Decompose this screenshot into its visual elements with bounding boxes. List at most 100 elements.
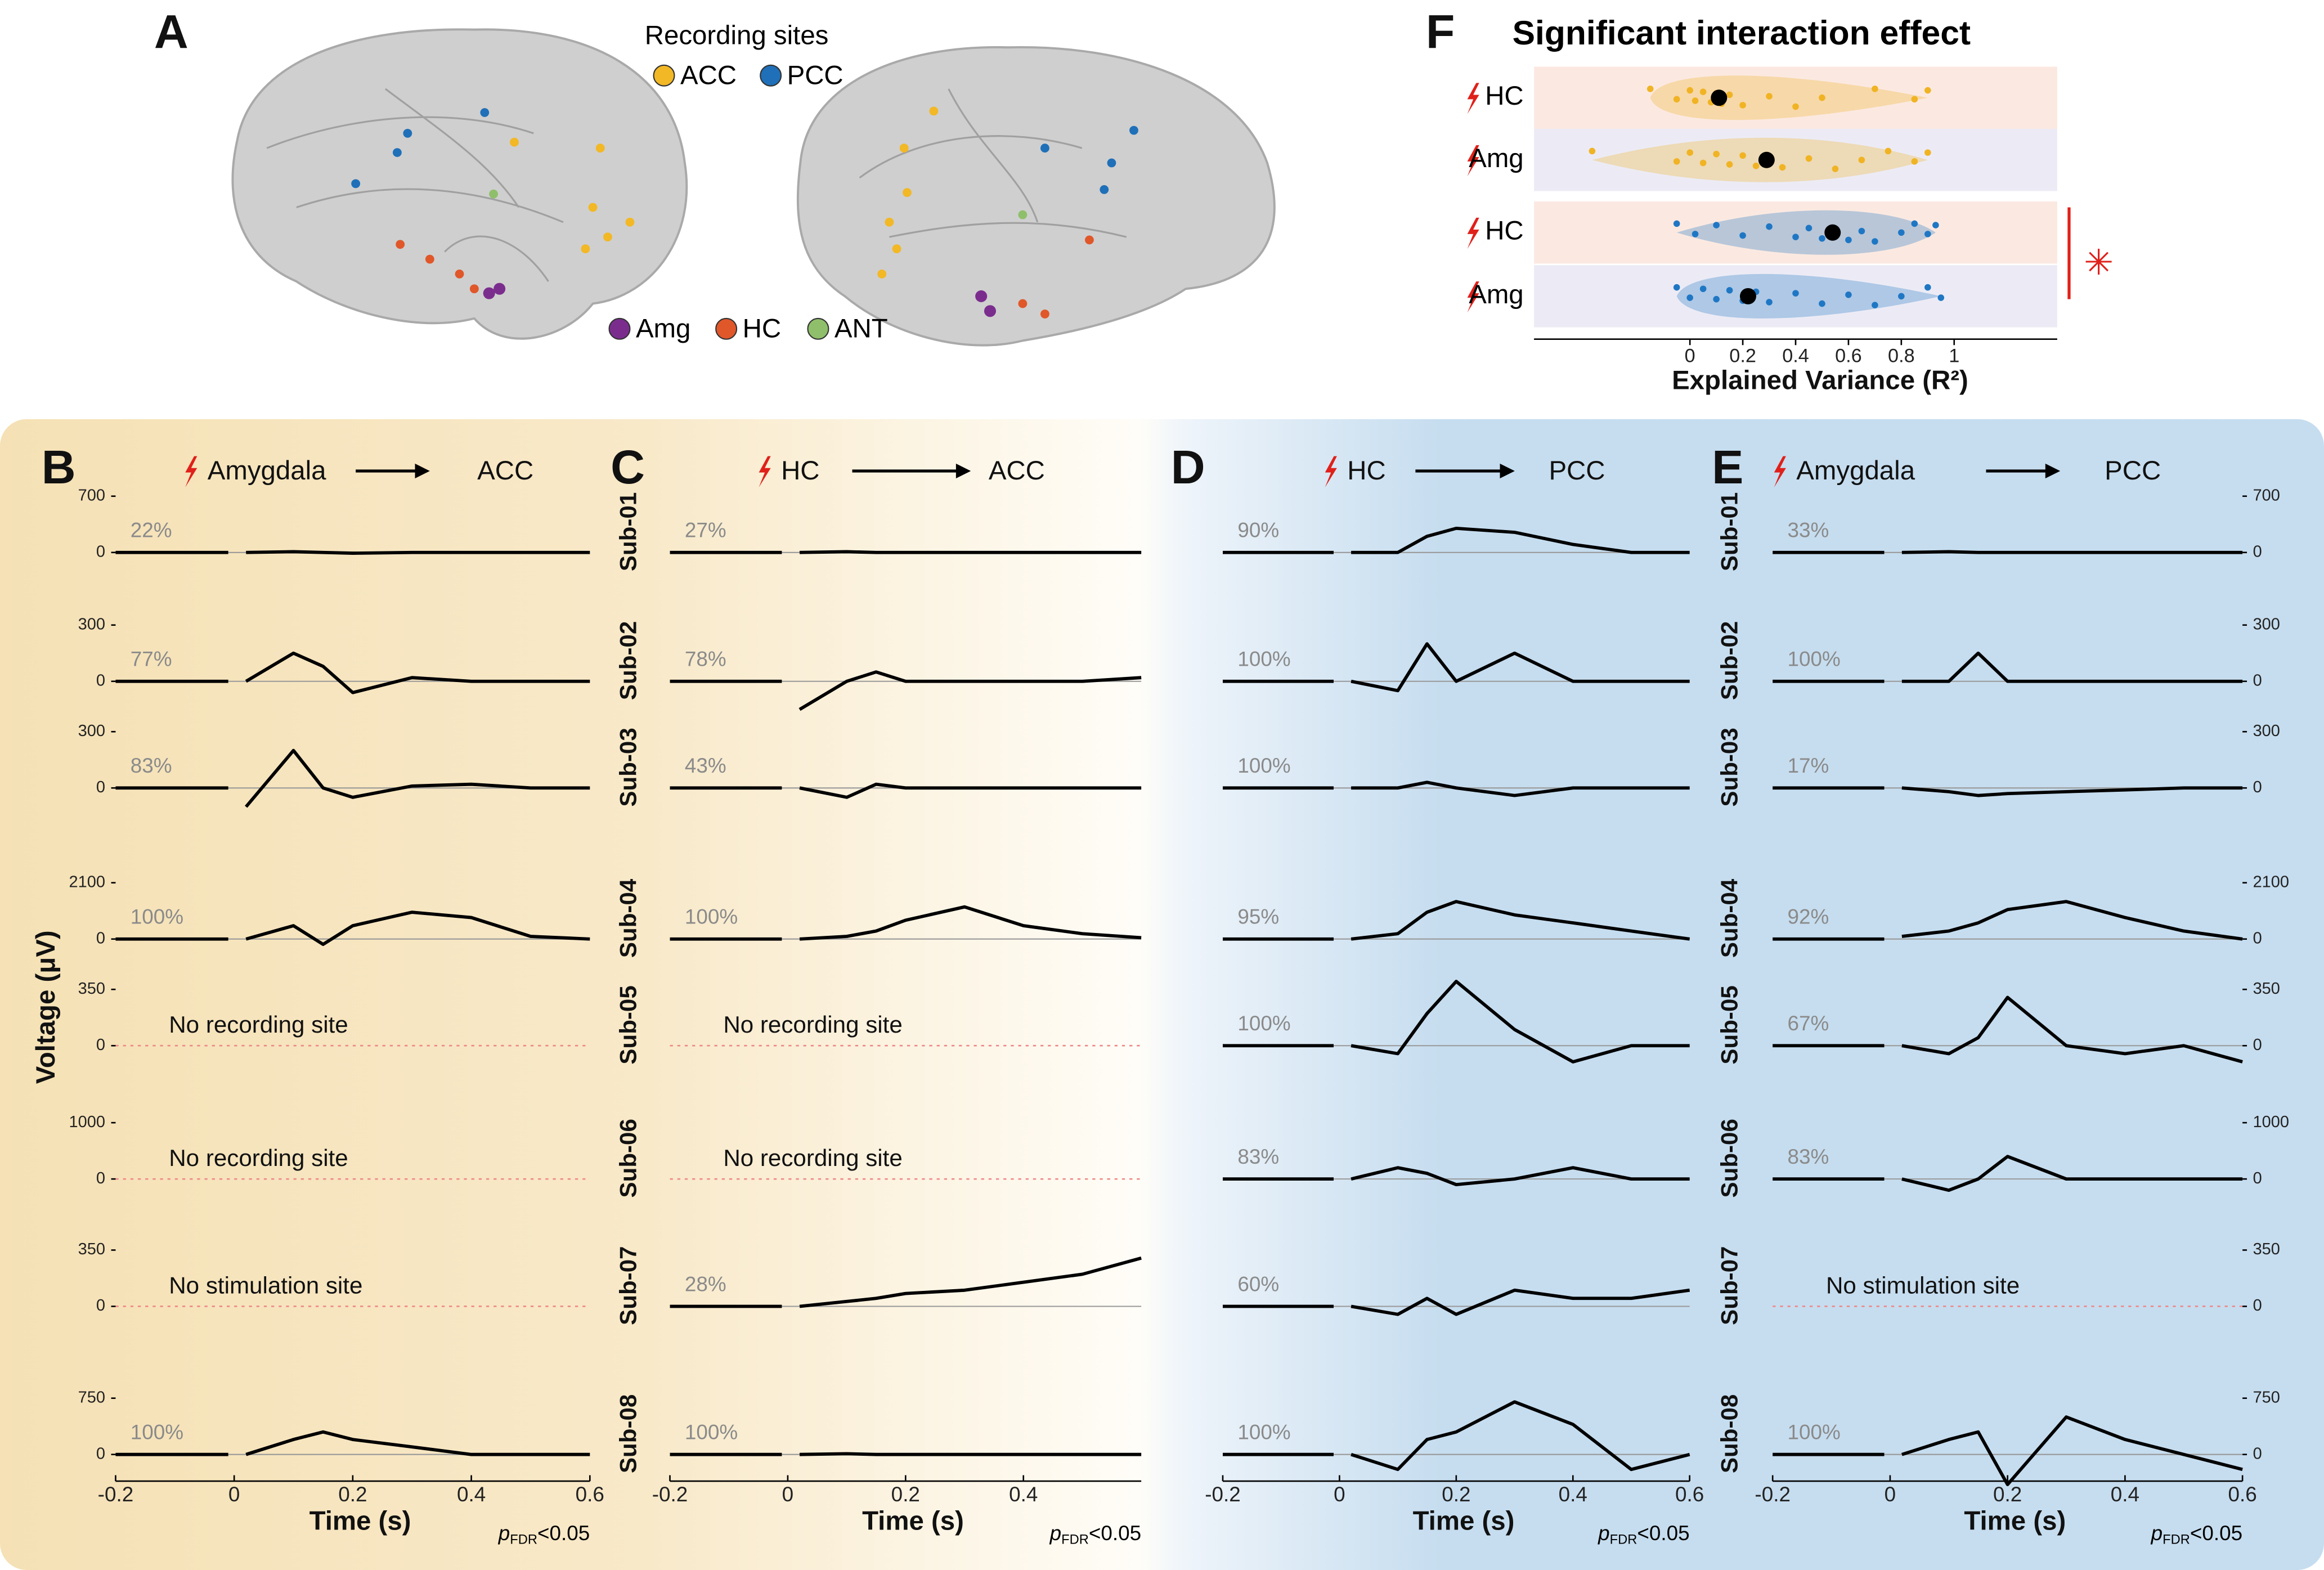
p-symbol: p	[1598, 1522, 1610, 1545]
p-note: pFDR<0.05	[498, 1522, 590, 1547]
y-tick-label: 750	[2253, 1388, 2280, 1406]
arrow-head	[2045, 463, 2061, 479]
mean-point	[1711, 89, 1728, 106]
x-tick-label: 0	[1334, 1483, 1345, 1506]
data-point	[1819, 300, 1825, 307]
target-label: ACC	[477, 456, 533, 486]
y-tick-label: 0	[2253, 778, 2262, 796]
x-axis-label: Time (s)	[1413, 1506, 1515, 1536]
data-point	[1924, 231, 1931, 237]
y-tick-label: 350	[78, 980, 105, 998]
percent-label: 100%	[1237, 754, 1290, 777]
stim-icon	[1467, 83, 1479, 114]
y-tick-label: 0	[96, 929, 105, 947]
x-tick-label: 0.6	[1835, 345, 1862, 366]
trace	[115, 1430, 590, 1456]
y-tick-label: 300	[2253, 722, 2280, 740]
stim-label: HC	[1347, 456, 1385, 486]
percent-label: 67%	[1788, 1012, 1829, 1035]
percent-label: 83%	[1237, 1145, 1279, 1168]
subject-label: Sub-02	[615, 621, 641, 700]
p-subscript: FDR	[1061, 1533, 1089, 1547]
panel-letter: C	[611, 441, 645, 494]
data-point	[1924, 87, 1931, 94]
y-tick-label: 0	[96, 671, 105, 689]
p-subscript: FDR	[2163, 1533, 2190, 1547]
percent-label: 90%	[1237, 519, 1279, 542]
data-point	[1686, 294, 1693, 301]
data-point	[1898, 293, 1905, 300]
y-tick-label: 0	[2253, 929, 2262, 947]
data-point	[1924, 149, 1931, 156]
data-point	[1792, 103, 1799, 110]
legend-marker	[608, 317, 631, 340]
row-band	[1534, 201, 2057, 264]
data-point	[1911, 158, 1918, 165]
data-point	[1819, 94, 1825, 101]
percent-label: 43%	[685, 754, 726, 777]
data-point	[1673, 96, 1680, 103]
note: No stimulation site	[169, 1272, 362, 1298]
x-tick-label: 0	[228, 1483, 240, 1506]
x-tick-label: 0.6	[576, 1483, 604, 1506]
subject-label: Sub-02	[1716, 621, 1743, 700]
x-tick-label: -0.2	[652, 1483, 688, 1506]
x-axis-label: Time (s)	[862, 1506, 964, 1536]
y-tick-label: 300	[2253, 615, 2280, 633]
data-point	[1739, 102, 1746, 109]
y-tick-label: 0	[2253, 542, 2262, 560]
y-tick-label: 0	[96, 778, 105, 796]
data-point	[1692, 97, 1699, 104]
percent-label: 100%	[1237, 1421, 1290, 1444]
data-point	[1699, 285, 1707, 293]
subject-label: Sub-06	[615, 1119, 641, 1197]
data-point	[1832, 165, 1839, 172]
x-tick-label: 0.2	[891, 1483, 920, 1506]
percent-label: 100%	[131, 905, 183, 928]
trace	[670, 782, 1142, 799]
percent-label: 100%	[685, 1421, 738, 1444]
data-point	[1819, 235, 1825, 242]
y-tick-label: 750	[78, 1388, 105, 1406]
trace	[1222, 526, 1690, 554]
trace	[1222, 1288, 1690, 1316]
legend-label: ANT	[835, 313, 888, 343]
y-tick-label: 2100	[69, 873, 105, 891]
legend-label: ACC	[680, 60, 737, 90]
y-tick-label: 0	[96, 1297, 105, 1315]
data-point	[1898, 229, 1905, 236]
p-symbol: p	[1049, 1522, 1062, 1545]
y-tick-label: 0	[96, 1169, 105, 1187]
trace	[115, 910, 590, 947]
data-point	[1766, 93, 1773, 100]
subject-label: Sub-08	[615, 1394, 641, 1473]
trace	[1222, 900, 1690, 941]
panel-letter: F	[1426, 5, 1455, 58]
y-tick-label: 350	[78, 1240, 105, 1258]
y-tick-label: 0	[96, 1445, 105, 1463]
data-point	[1779, 164, 1786, 171]
note: No stimulation site	[1826, 1272, 2020, 1298]
percent-label: 33%	[1788, 519, 1829, 542]
panel-letter: A	[154, 5, 189, 58]
trace	[115, 651, 590, 694]
stim-icon	[759, 456, 771, 487]
y-tick-label: 1000	[2253, 1113, 2289, 1131]
p-note: pFDR<0.05	[2151, 1522, 2243, 1547]
data-point	[1937, 294, 1945, 301]
violin	[1650, 75, 1928, 120]
x-tick-label: 0.6	[2228, 1483, 2256, 1506]
legend-label: PCC	[787, 60, 844, 90]
brain-left	[231, 28, 688, 340]
legend-marker	[807, 317, 829, 340]
y-tick-label: 300	[78, 722, 105, 740]
target-label: PCC	[2105, 456, 2161, 486]
percent-label: 83%	[131, 754, 172, 777]
stim-label: HC	[781, 456, 819, 486]
y-axis-label: Voltage (μV)	[31, 930, 61, 1084]
p-threshold: <0.05	[1089, 1522, 1141, 1545]
subject-label: Sub-01	[1716, 492, 1743, 571]
data-point	[1885, 147, 1892, 155]
data-point	[1924, 284, 1931, 291]
